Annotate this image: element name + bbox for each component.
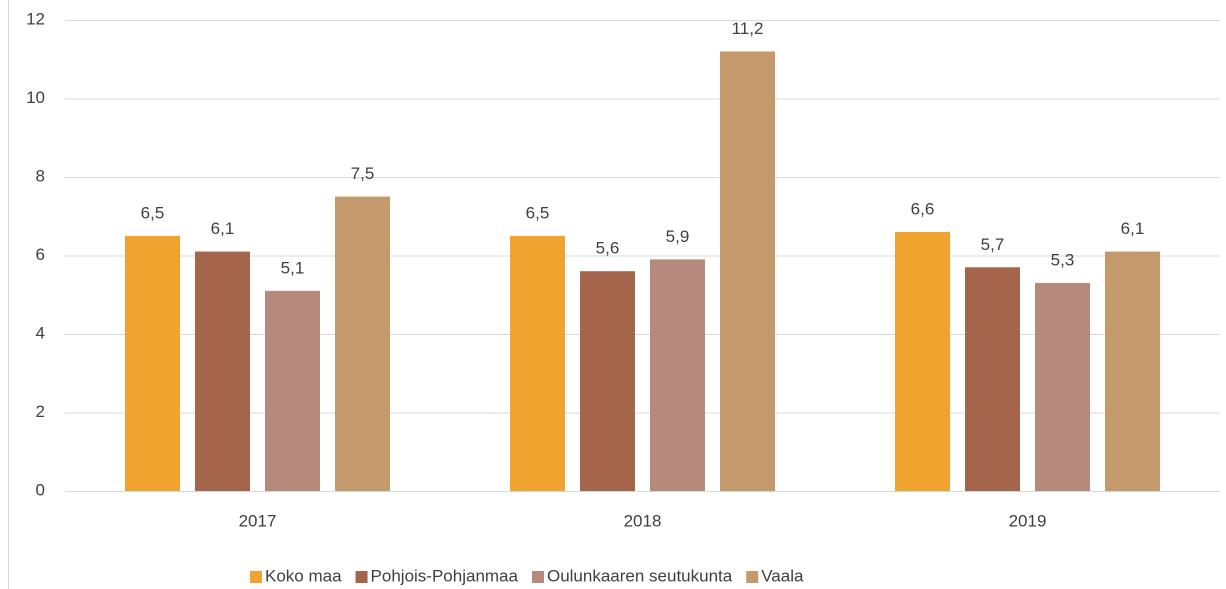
legend-label: Oulunkaaren seutukunta <box>547 566 733 585</box>
bar <box>510 235 565 491</box>
legend-label: Pohjois-Pohjanmaa <box>371 566 519 585</box>
y-tick-label: 0 <box>36 480 45 499</box>
y-tick-label: 6 <box>36 245 45 264</box>
legend-swatch <box>250 571 262 583</box>
data-label: 6,1 <box>211 219 235 238</box>
data-label: 6,6 <box>911 199 935 218</box>
data-label: 5,3 <box>1051 250 1075 269</box>
bar <box>265 290 320 491</box>
bar <box>195 251 250 491</box>
data-label: 6,5 <box>526 203 550 222</box>
legend-label: Vaala <box>761 566 804 585</box>
data-label: 5,6 <box>596 239 620 258</box>
y-tick-label: 2 <box>36 402 45 421</box>
x-tick-label: 2018 <box>624 511 662 530</box>
bar <box>125 235 180 491</box>
data-label: 6,1 <box>1121 219 1145 238</box>
data-label: 5,9 <box>666 227 690 246</box>
data-label: 5,7 <box>981 235 1005 254</box>
x-tick-label: 2019 <box>1009 511 1047 530</box>
legend-label: Koko maa <box>265 566 342 585</box>
legend-swatch <box>355 571 368 583</box>
data-label: 5,1 <box>281 258 305 277</box>
bar <box>720 51 775 492</box>
bar <box>895 231 950 491</box>
legend-swatch <box>746 571 759 583</box>
bar <box>650 259 705 491</box>
data-label: 7,5 <box>351 164 375 183</box>
y-tick-label: 10 <box>26 88 45 107</box>
data-label: 6,5 <box>141 203 165 222</box>
bar <box>335 196 390 491</box>
y-tick-label: 8 <box>36 166 45 185</box>
legend-swatch <box>531 571 544 583</box>
bar <box>580 271 635 491</box>
data-label: 11,2 <box>732 19 764 38</box>
y-tick-label: 4 <box>36 323 45 342</box>
bar <box>965 267 1020 491</box>
y-tick-label: 12 <box>26 9 45 28</box>
x-tick-label: 2017 <box>239 511 277 530</box>
bar <box>1035 282 1090 491</box>
bar <box>1105 251 1160 491</box>
